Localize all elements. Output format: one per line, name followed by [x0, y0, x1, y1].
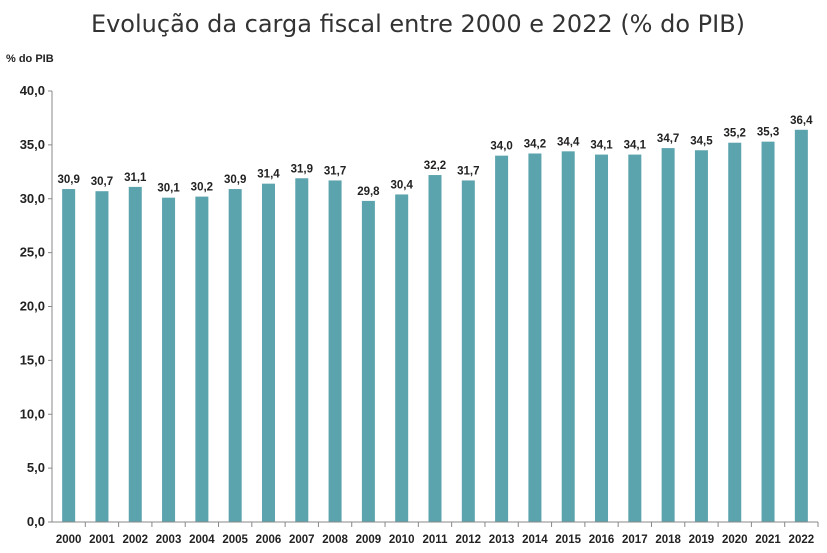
x-tick-label-2000: 2000 [56, 534, 82, 546]
bar-2008 [329, 180, 342, 522]
y-tick-label: 20,0 [20, 299, 45, 314]
data-label-2011: 32,2 [424, 160, 446, 172]
y-tick-label: 30,0 [20, 191, 45, 206]
data-label-2021: 35,3 [757, 127, 779, 139]
bar-2016 [595, 155, 608, 522]
y-tick-label: 0,0 [27, 514, 45, 529]
data-label-2020: 35,2 [724, 128, 746, 140]
x-tick-label-2001: 2001 [89, 534, 115, 546]
y-axis-ticks: 0,0 5,0 10,0 15,0 20,0 25,0 30,0 35,0 40,0 [20, 83, 52, 529]
x-tick-label-2009: 2009 [356, 534, 382, 546]
data-label-2003: 30,1 [157, 183, 180, 195]
bar-2011 [429, 175, 442, 522]
y-axis-label: % do PIB [6, 53, 54, 65]
data-label-2012: 31,7 [457, 165, 479, 177]
bar-2021 [762, 142, 775, 522]
bar-2018 [662, 148, 675, 522]
bar-2019 [695, 150, 708, 522]
data-label-2018: 34,7 [657, 133, 679, 145]
x-tick-label-2002: 2002 [122, 534, 148, 546]
y-tick-label: 5,0 [27, 460, 45, 475]
data-label-2022: 36,4 [790, 115, 813, 127]
bar-2010 [395, 194, 408, 522]
bar-2001 [95, 191, 108, 522]
data-label-2002: 31,1 [124, 172, 147, 184]
x-tick-label-2019: 2019 [689, 534, 715, 546]
x-tick-label-2015: 2015 [555, 534, 581, 546]
bar-2017 [628, 155, 641, 522]
x-tick-label-2007: 2007 [289, 534, 315, 546]
x-tick-label-2012: 2012 [456, 534, 482, 546]
data-label-2000: 30,9 [57, 174, 79, 186]
x-tick-label-2016: 2016 [589, 534, 615, 546]
y-tick-label: 40,0 [20, 83, 45, 98]
x-tick-label-2008: 2008 [322, 534, 348, 546]
x-tick-label-2020: 2020 [722, 534, 748, 546]
x-tick-label-2003: 2003 [156, 534, 182, 546]
x-tick-label-2010: 2010 [389, 534, 415, 546]
data-label-2014: 34,2 [524, 138, 546, 150]
x-tick-label-2013: 2013 [489, 534, 515, 546]
bar-2003 [162, 198, 175, 522]
bar-2015 [562, 151, 575, 522]
x-tick-label-2022: 2022 [789, 534, 815, 546]
bar-2000 [62, 189, 75, 522]
data-label-2017: 34,1 [624, 140, 647, 152]
data-label-2004: 30,2 [191, 182, 213, 194]
y-tick-label: 10,0 [20, 406, 45, 421]
bar-2014 [528, 153, 541, 522]
data-label-2005: 30,9 [224, 174, 246, 186]
bar-2004 [195, 197, 208, 522]
data-label-2013: 34,0 [490, 141, 512, 153]
x-tick-label-2006: 2006 [256, 534, 282, 546]
bar-2006 [262, 184, 275, 522]
bar-2012 [462, 180, 475, 522]
bar-2002 [129, 187, 142, 522]
bar-2022 [795, 130, 808, 522]
bar-2013 [495, 156, 508, 522]
bar-2005 [229, 189, 242, 522]
data-label-2006: 31,4 [257, 169, 280, 181]
y-tick-label: 25,0 [20, 245, 45, 260]
bar-2009 [362, 201, 375, 522]
x-tick-label-2017: 2017 [622, 534, 648, 546]
chart-title: Evolução da carga fiscal entre 2000 e 20… [91, 10, 745, 38]
data-label-2007: 31,9 [291, 163, 313, 175]
data-label-2009: 29,8 [357, 186, 380, 198]
x-tick-label-2011: 2011 [423, 534, 449, 546]
x-tick-label-2018: 2018 [655, 534, 681, 546]
y-tick-label: 15,0 [20, 352, 45, 367]
data-label-2015: 34,4 [557, 136, 580, 148]
x-axis-ticks: 2000 2001 2002 2003 2004 2005 2006 2007 2008 2009… [56, 522, 818, 546]
data-label-2008: 31,7 [324, 165, 346, 177]
x-tick-label-2021: 2021 [755, 534, 781, 546]
data-label-2016: 34,1 [590, 140, 613, 152]
data-label-2001: 30,7 [91, 176, 113, 188]
x-tick-label-2005: 2005 [222, 534, 248, 546]
data-label-2019: 34,5 [690, 135, 713, 147]
bar-2007 [295, 178, 308, 522]
bar-2020 [728, 143, 741, 522]
x-tick-label-2004: 2004 [189, 534, 215, 546]
x-tick-label-2014: 2014 [522, 534, 548, 546]
y-tick-label: 35,0 [20, 137, 45, 152]
data-label-2010: 30,4 [391, 179, 414, 191]
